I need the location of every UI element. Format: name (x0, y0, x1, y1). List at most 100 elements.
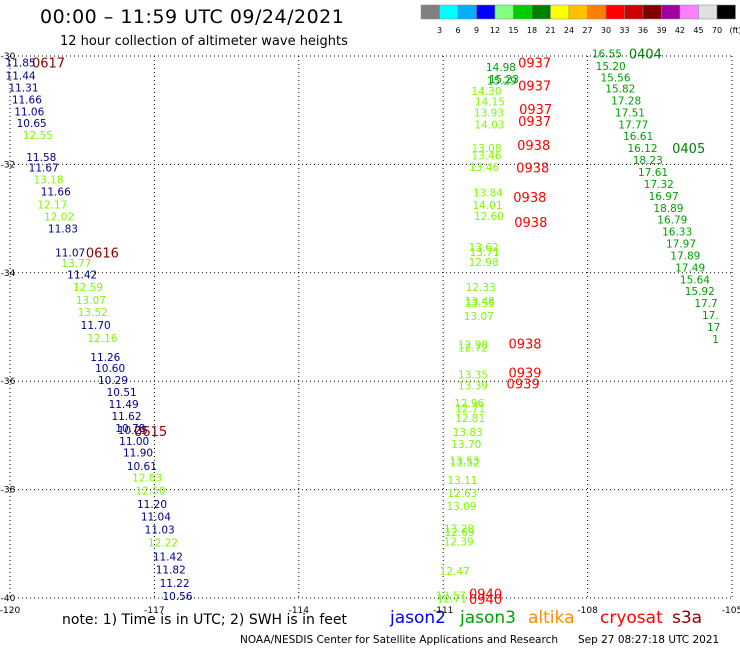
wave-height-label: 12.22 (148, 538, 178, 550)
legend-jason2: jason2 (390, 608, 446, 628)
wave-height-label: 12.96 (454, 398, 484, 410)
wave-height-label: 12.63 (447, 488, 477, 500)
wave-height-label: 12.16 (87, 333, 117, 345)
wave-height-label: 11.83 (48, 223, 78, 235)
colorbar-swatch (716, 4, 736, 20)
wave-height-label: 12.72 (458, 343, 488, 355)
wave-height-label: 13.62 (469, 242, 499, 254)
wave-height-label: 15.56 (600, 73, 630, 85)
pass-time-label: 0939 (507, 377, 540, 392)
colorbar-label: 6 (455, 26, 460, 35)
wave-height-label: 12.81 (455, 413, 485, 425)
wave-height-label: 11.26 (90, 352, 120, 364)
y-tick-label: -34 (1, 269, 16, 279)
wave-height-label: 11.66 (12, 94, 42, 106)
wave-height-label: 16.97 (649, 191, 679, 203)
wave-height-label: 18.89 (653, 203, 683, 215)
wave-height-label: 15.64 (680, 274, 710, 286)
wave-height-label: 18.23 (633, 155, 663, 167)
colorbar-label: 70 (712, 26, 722, 35)
wave-height-label: 14.30 (471, 86, 501, 98)
pass-time-label: 0938 (513, 191, 546, 206)
wave-height-label: 12.59 (73, 282, 103, 294)
wave-height-label: 17.97 (666, 239, 696, 251)
wave-height-label: 12.71 (437, 594, 467, 606)
wave-height-label: 13.52 (450, 458, 480, 470)
wave-height-label: 13.09 (446, 501, 476, 513)
wave-height-label: 13.18 (33, 175, 63, 187)
wave-height-label: 15.82 (605, 84, 635, 96)
colorbar-label: 12 (490, 26, 500, 35)
pass-time-label: 0939 (508, 367, 541, 382)
wave-height-label: 17.77 (618, 119, 648, 131)
wave-height-label: 17.32 (644, 179, 674, 191)
wave-height-label: 16.33 (662, 227, 692, 239)
pass-time-label: 0405 (672, 142, 705, 157)
colorbar-label: 42 (675, 26, 685, 35)
wave-height-label: 12.02 (44, 211, 74, 223)
wave-height-label: 17.28 (611, 95, 641, 107)
y-tick-label: -38 (1, 486, 16, 496)
wave-height-label: 14.98 (486, 62, 516, 74)
wave-height-label: 10.51 (107, 387, 137, 399)
wave-height-label: 12.50 (136, 486, 166, 498)
pass-time-label: 0940 (469, 593, 502, 608)
wave-height-label: 13.46 (469, 162, 499, 174)
wave-height-label: 10.25 (118, 425, 148, 437)
wave-height-label: 11.04 (141, 512, 171, 524)
page-title: 00:00 – 11:59 UTC 09/24/2021 (40, 6, 345, 28)
wave-height-label: 11.49 (109, 399, 139, 411)
pass-time-label: 0938 (514, 216, 547, 231)
wave-height-label: 13.93 (474, 107, 504, 119)
wave-height-label: 12.98 (458, 339, 488, 351)
wave-height-label: 13.84 (473, 188, 503, 200)
pass-time-label: 0937 (518, 79, 551, 94)
wave-height-label: 11.70 (81, 320, 111, 332)
x-tick-label: -105 (722, 606, 740, 616)
wave-height-label: 14.01 (472, 200, 502, 212)
colorbar-label: 39 (656, 26, 666, 35)
wave-height-label: 17.49 (675, 262, 705, 274)
wave-height-label: 17.51 (615, 107, 645, 119)
wave-height-label: 13.52 (78, 307, 108, 319)
wave-height-label: 10.60 (95, 363, 125, 375)
colorbar-label: 30 (601, 26, 611, 35)
wave-height-label: 13.28 (444, 524, 474, 536)
wave-height-label: 11.42 (67, 269, 97, 281)
wave-height-label: 12.69 (445, 527, 475, 539)
wave-height-label: 11.44 (6, 71, 36, 83)
wave-height-label: 12.17 (37, 200, 67, 212)
wave-height-label: 13.39 (458, 381, 488, 393)
credit-text: NOAA/NESDIS Center for Satellite Applica… (240, 634, 558, 646)
y-tick-label: -30 (1, 52, 16, 62)
legend-jason3: jason3 (460, 608, 516, 628)
wave-height-label: 17.61 (638, 167, 668, 179)
legend-cryosat: cryosat (600, 608, 663, 628)
y-tick-label: -32 (1, 160, 16, 170)
wave-height-label: 13.83 (453, 427, 483, 439)
legend-s3a: s3a (672, 608, 703, 628)
wave-height-label: 16.79 (657, 215, 687, 227)
wave-height-label: 11.82 (156, 564, 186, 576)
pass-time-label: 0616 (86, 247, 119, 262)
wave-height-label: 13.46 (471, 151, 501, 163)
pass-time-label: 0940 (469, 588, 502, 603)
x-tick-label: -111 (433, 606, 453, 616)
wave-height-label: 12.83 (132, 473, 162, 485)
wave-height-label: 12.57 (436, 590, 466, 602)
wave-height-label: 13.77 (61, 258, 91, 270)
wave-height-label: 16.61 (623, 131, 653, 143)
colorbar-label: (ft) (729, 26, 740, 35)
wave-height-label: 17 (707, 322, 720, 334)
wave-height-label: 15.20 (596, 61, 626, 73)
wave-height-label: 15.23 (489, 74, 519, 86)
wave-height-label: 11.03 (145, 525, 175, 537)
wave-height-label: 16.55 (592, 48, 622, 60)
wave-height-label: 11.58 (26, 152, 56, 164)
colorbar-label: 33 (619, 26, 629, 35)
wave-height-label: 13.53 (449, 455, 479, 467)
wave-height-label: 12.33 (466, 282, 496, 294)
colorbar-label: 24 (564, 26, 574, 35)
wave-height-label: 13.11 (447, 475, 477, 487)
pass-time-label: 0615 (134, 425, 167, 440)
